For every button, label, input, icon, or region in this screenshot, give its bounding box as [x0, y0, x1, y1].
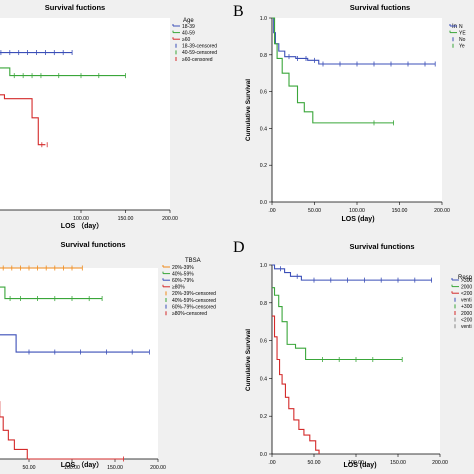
legend-entry: 18-39 [182, 24, 195, 30]
x-tick-label: 200.00 [432, 460, 448, 466]
legend-entry: N [459, 24, 463, 30]
legend-entry: Ye [459, 44, 465, 50]
survival-curve-4059 [0, 67, 126, 77]
legend-entry: No [459, 37, 466, 43]
y-axis-label: Cumulative Survival [245, 79, 252, 141]
legend-title: In [452, 24, 457, 30]
chart-title: Survival fuctions [350, 3, 410, 12]
y-tick-label: 0.6 [260, 339, 267, 345]
survival-curve-ye [272, 17, 394, 124]
y-tick-label: 0.4 [260, 376, 267, 382]
y-tick-label: 0.4 [260, 126, 267, 132]
x-tick-label: 200.00 [150, 465, 166, 471]
y-tick-label: 0.6 [260, 90, 267, 96]
survival-curve-2000 [272, 287, 403, 361]
legend-entry: ≥80%-censored [172, 311, 207, 317]
legend-entry: 40-59-censored [182, 50, 217, 56]
y-axis-label: Cumulative Survival [245, 329, 252, 391]
legend-entry: 20%-39%-censored [172, 291, 216, 297]
survival-curve-60 [0, 94, 46, 146]
plot-area [272, 18, 442, 202]
legend-entry: ≥60-censored [182, 57, 213, 63]
y-tick-label: 0.8 [260, 301, 267, 307]
legend-entry: 18-39-censored [182, 44, 217, 50]
legend-title: Age [183, 18, 194, 24]
survival-curve-4059 [0, 286, 103, 300]
legend: Age18-3940-59≥6018-39-censored40-59-cens… [172, 18, 217, 63]
chart-panel-c: 50.00 100.00 150.00 200.00 Survival function… [0, 237, 237, 474]
legend-entry: ≥80% [172, 285, 185, 291]
legend-entry: >300 [461, 278, 472, 284]
legend-entry: 20%-39% [172, 265, 194, 271]
x-tick-label: 150.00 [118, 216, 134, 222]
x-tick-label: 50.00 [308, 208, 321, 214]
legend-entry: venti [461, 324, 472, 330]
y-tick-label: 0.8 [260, 53, 267, 59]
x-tick-label: 150.00 [392, 208, 408, 214]
panel-letter: D [233, 239, 245, 256]
x-tick-label: 150.00 [107, 465, 123, 471]
x-tick-label: 150.00 [390, 460, 406, 466]
chart-panel-a: 100.00 150.00 200.00 Survival fuctions LOS （… [0, 0, 237, 237]
x-tick-label: 200.00 [162, 216, 178, 222]
survival-curve-1839 [0, 52, 73, 54]
x-axis-label: LOS （day） [61, 222, 103, 230]
survival-curve-300 [272, 264, 432, 281]
x-tick-label: 100.00 [348, 460, 364, 466]
x-tick-label: .00 [268, 460, 275, 466]
legend-entry: 40%-59%-censored [172, 298, 216, 304]
survival-curve-200 [272, 315, 320, 454]
x-tick-label: 50.00 [23, 465, 36, 471]
legend-title: Resp [458, 275, 473, 281]
x-axis-label: LOS (day) [341, 216, 374, 223]
chart-title: Survival functions [349, 242, 414, 251]
legend-entry: YE [459, 30, 466, 36]
plot-area [0, 268, 158, 459]
legend-entry: 60%-79%-censored [172, 304, 216, 310]
y-tick-label: 1.0 [260, 263, 267, 269]
x-axis-label: LOS （day） [61, 461, 103, 469]
legend-entry: +300 [461, 304, 472, 310]
legend-entry: 40-59 [182, 30, 195, 36]
y-tick-label: 1.0 [260, 16, 267, 22]
survival-curve-6079 [0, 334, 150, 353]
y-tick-label: 0.0 [260, 452, 267, 458]
x-tick-label: 100.00 [64, 465, 80, 471]
y-tick-label: 0.0 [260, 200, 267, 206]
legend-entry: venti [461, 298, 472, 304]
chart-panel-d: .00 50.00 100.00 150.00 200.00 0.0 0.2 0.4 0.6 0.… [233, 237, 474, 474]
chart-title: Survival fuctions [45, 3, 105, 12]
x-tick-label: 50.00 [308, 460, 321, 466]
panel-letter: B [233, 3, 244, 20]
y-tick-label: 0.2 [260, 163, 267, 169]
chart-panel-b: .00 50.00 100.00 150.00 200.00 0.0 0.2 0.4 0.6 0.… [233, 0, 474, 237]
legend-title: TBSA [185, 258, 201, 264]
survival-curve-80 [0, 401, 124, 460]
legend-entry: 60%-79% [172, 278, 194, 284]
chart-title: Survival functions [60, 240, 125, 249]
x-tick-label: 100.00 [73, 216, 89, 222]
x-tick-label: 100.00 [349, 208, 365, 214]
y-tick-label: 0.2 [260, 414, 267, 420]
legend-entry: 2000 [461, 311, 472, 317]
x-axis-label: LOS (day) [343, 462, 376, 469]
x-tick-label: .00 [268, 208, 275, 214]
legend-entry: ≥60 [182, 37, 191, 43]
legend-entry: 40%-59% [172, 271, 194, 277]
plot-area [0, 18, 170, 210]
legend-entry: <200 [461, 291, 472, 297]
legend: TBSA20%-39%40%-59%60%-79%≥80%20%-39%-cen… [162, 258, 216, 317]
legend-entry: <200 [461, 317, 472, 323]
x-tick-label: 200.00 [434, 208, 450, 214]
legend-entry: 2000 [461, 284, 472, 290]
